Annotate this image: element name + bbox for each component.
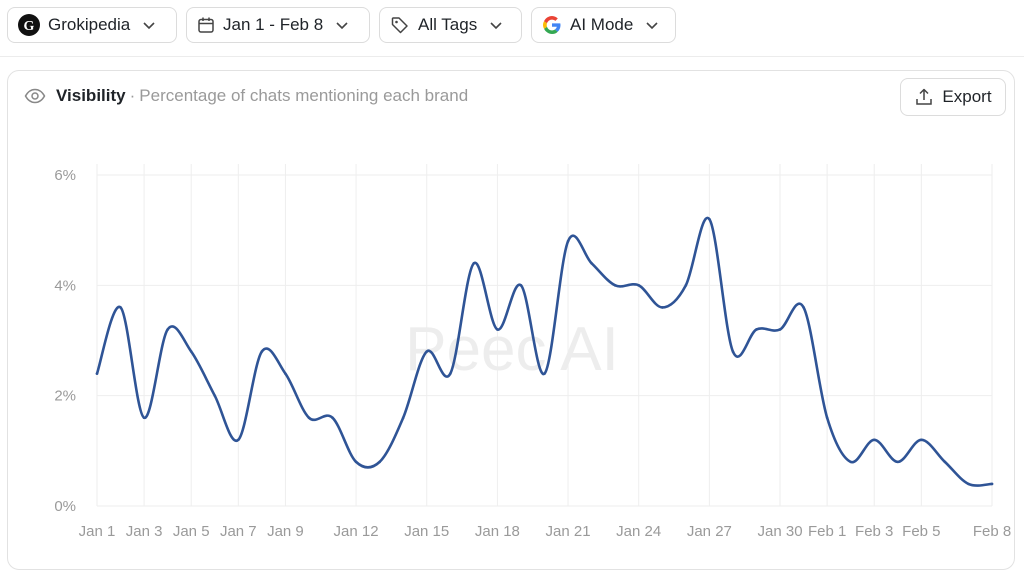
y-tick-label: 2% bbox=[54, 388, 76, 405]
data-point bbox=[943, 460, 947, 464]
data-point bbox=[731, 350, 735, 353]
data-point bbox=[284, 372, 287, 375]
y-tick-label: 4% bbox=[54, 277, 76, 294]
x-tick-label: Jan 21 bbox=[546, 523, 591, 540]
x-tick-label: Jan 15 bbox=[404, 523, 449, 540]
data-point bbox=[967, 482, 970, 486]
data-point bbox=[590, 261, 593, 265]
chevron-down-icon bbox=[142, 18, 156, 32]
data-point bbox=[307, 416, 311, 420]
chevron-down-icon bbox=[489, 18, 503, 32]
filter-bar: G Grokipedia Jan 1 - Feb 8 All Tags bbox=[0, 0, 1024, 57]
card-header: Visibility · Percentage of chats mention… bbox=[24, 86, 468, 106]
title-separator: · bbox=[129, 86, 136, 105]
upload-icon bbox=[916, 88, 933, 105]
x-tick-label: Jan 9 bbox=[267, 523, 304, 540]
x-tick-label: Jan 27 bbox=[687, 523, 732, 540]
eye-icon bbox=[24, 88, 46, 104]
data-point bbox=[613, 284, 617, 287]
grokipedia-logo-icon: G bbox=[18, 14, 40, 36]
x-tick-label: Feb 1 bbox=[808, 523, 846, 540]
card-subtitle: Percentage of chats mentioning each bran… bbox=[139, 86, 469, 105]
x-tick-label: Jan 30 bbox=[758, 523, 803, 540]
data-point bbox=[401, 416, 405, 420]
data-point bbox=[778, 328, 782, 331]
export-button[interactable]: Export bbox=[900, 78, 1006, 116]
data-point bbox=[378, 460, 381, 464]
data-point bbox=[660, 306, 664, 309]
data-point bbox=[213, 394, 217, 397]
y-tick-label: 6% bbox=[54, 167, 76, 184]
calendar-icon bbox=[198, 17, 214, 33]
chevron-down-icon bbox=[645, 18, 659, 32]
data-point bbox=[119, 306, 122, 309]
x-tick-label: Jan 7 bbox=[220, 523, 257, 540]
x-tick-label: Jan 1 bbox=[79, 523, 116, 540]
data-point bbox=[166, 328, 169, 331]
data-point bbox=[95, 372, 99, 375]
brand-logo-letter: G bbox=[24, 19, 35, 34]
data-point bbox=[920, 438, 923, 442]
date-range-selector[interactable]: Jan 1 - Feb 8 bbox=[186, 7, 370, 43]
data-point bbox=[543, 372, 546, 375]
data-point bbox=[566, 239, 570, 243]
card-title: Visibility bbox=[56, 86, 126, 105]
export-label: Export bbox=[942, 87, 992, 106]
google-icon bbox=[543, 16, 561, 34]
tag-icon bbox=[391, 17, 408, 34]
data-point bbox=[896, 460, 900, 464]
data-point bbox=[872, 438, 876, 442]
data-point bbox=[142, 416, 146, 420]
data-point bbox=[849, 460, 852, 464]
data-point bbox=[331, 416, 334, 420]
mode-selector[interactable]: AI Mode bbox=[531, 7, 676, 43]
data-point bbox=[684, 284, 688, 287]
x-tick-label: Jan 18 bbox=[475, 523, 520, 540]
data-point bbox=[637, 284, 641, 287]
tags-selector-label: All Tags bbox=[418, 15, 478, 34]
x-tick-label: Jan 24 bbox=[616, 523, 661, 540]
data-point bbox=[448, 372, 452, 375]
data-point bbox=[496, 328, 499, 331]
x-tick-label: Jan 12 bbox=[334, 523, 379, 540]
data-point bbox=[825, 416, 829, 420]
data-point bbox=[237, 438, 240, 442]
data-point bbox=[189, 350, 193, 353]
chevron-down-icon bbox=[335, 18, 349, 32]
x-tick-label: Feb 8 bbox=[973, 523, 1011, 540]
data-point bbox=[472, 261, 476, 265]
x-tick-label: Jan 3 bbox=[126, 523, 163, 540]
x-tick-label: Feb 3 bbox=[855, 523, 893, 540]
brand-selector[interactable]: G Grokipedia bbox=[7, 7, 177, 43]
data-point bbox=[708, 217, 711, 221]
data-point bbox=[425, 350, 429, 353]
y-tick-label: 0% bbox=[54, 498, 76, 515]
data-point bbox=[802, 306, 805, 309]
data-point bbox=[519, 284, 523, 287]
date-range-label: Jan 1 - Feb 8 bbox=[223, 15, 324, 34]
visibility-card: Visibility · Percentage of chats mention… bbox=[7, 70, 1015, 570]
data-point bbox=[755, 328, 758, 331]
data-point bbox=[260, 350, 264, 353]
data-point bbox=[354, 460, 358, 464]
watermark-text: Peec AI bbox=[405, 315, 619, 384]
data-point bbox=[990, 482, 994, 486]
x-tick-label: Jan 5 bbox=[173, 523, 210, 540]
tags-selector[interactable]: All Tags bbox=[379, 7, 522, 43]
brand-selector-label: Grokipedia bbox=[48, 15, 131, 34]
mode-selector-label: AI Mode bbox=[570, 15, 634, 34]
x-tick-label: Feb 5 bbox=[902, 523, 940, 540]
